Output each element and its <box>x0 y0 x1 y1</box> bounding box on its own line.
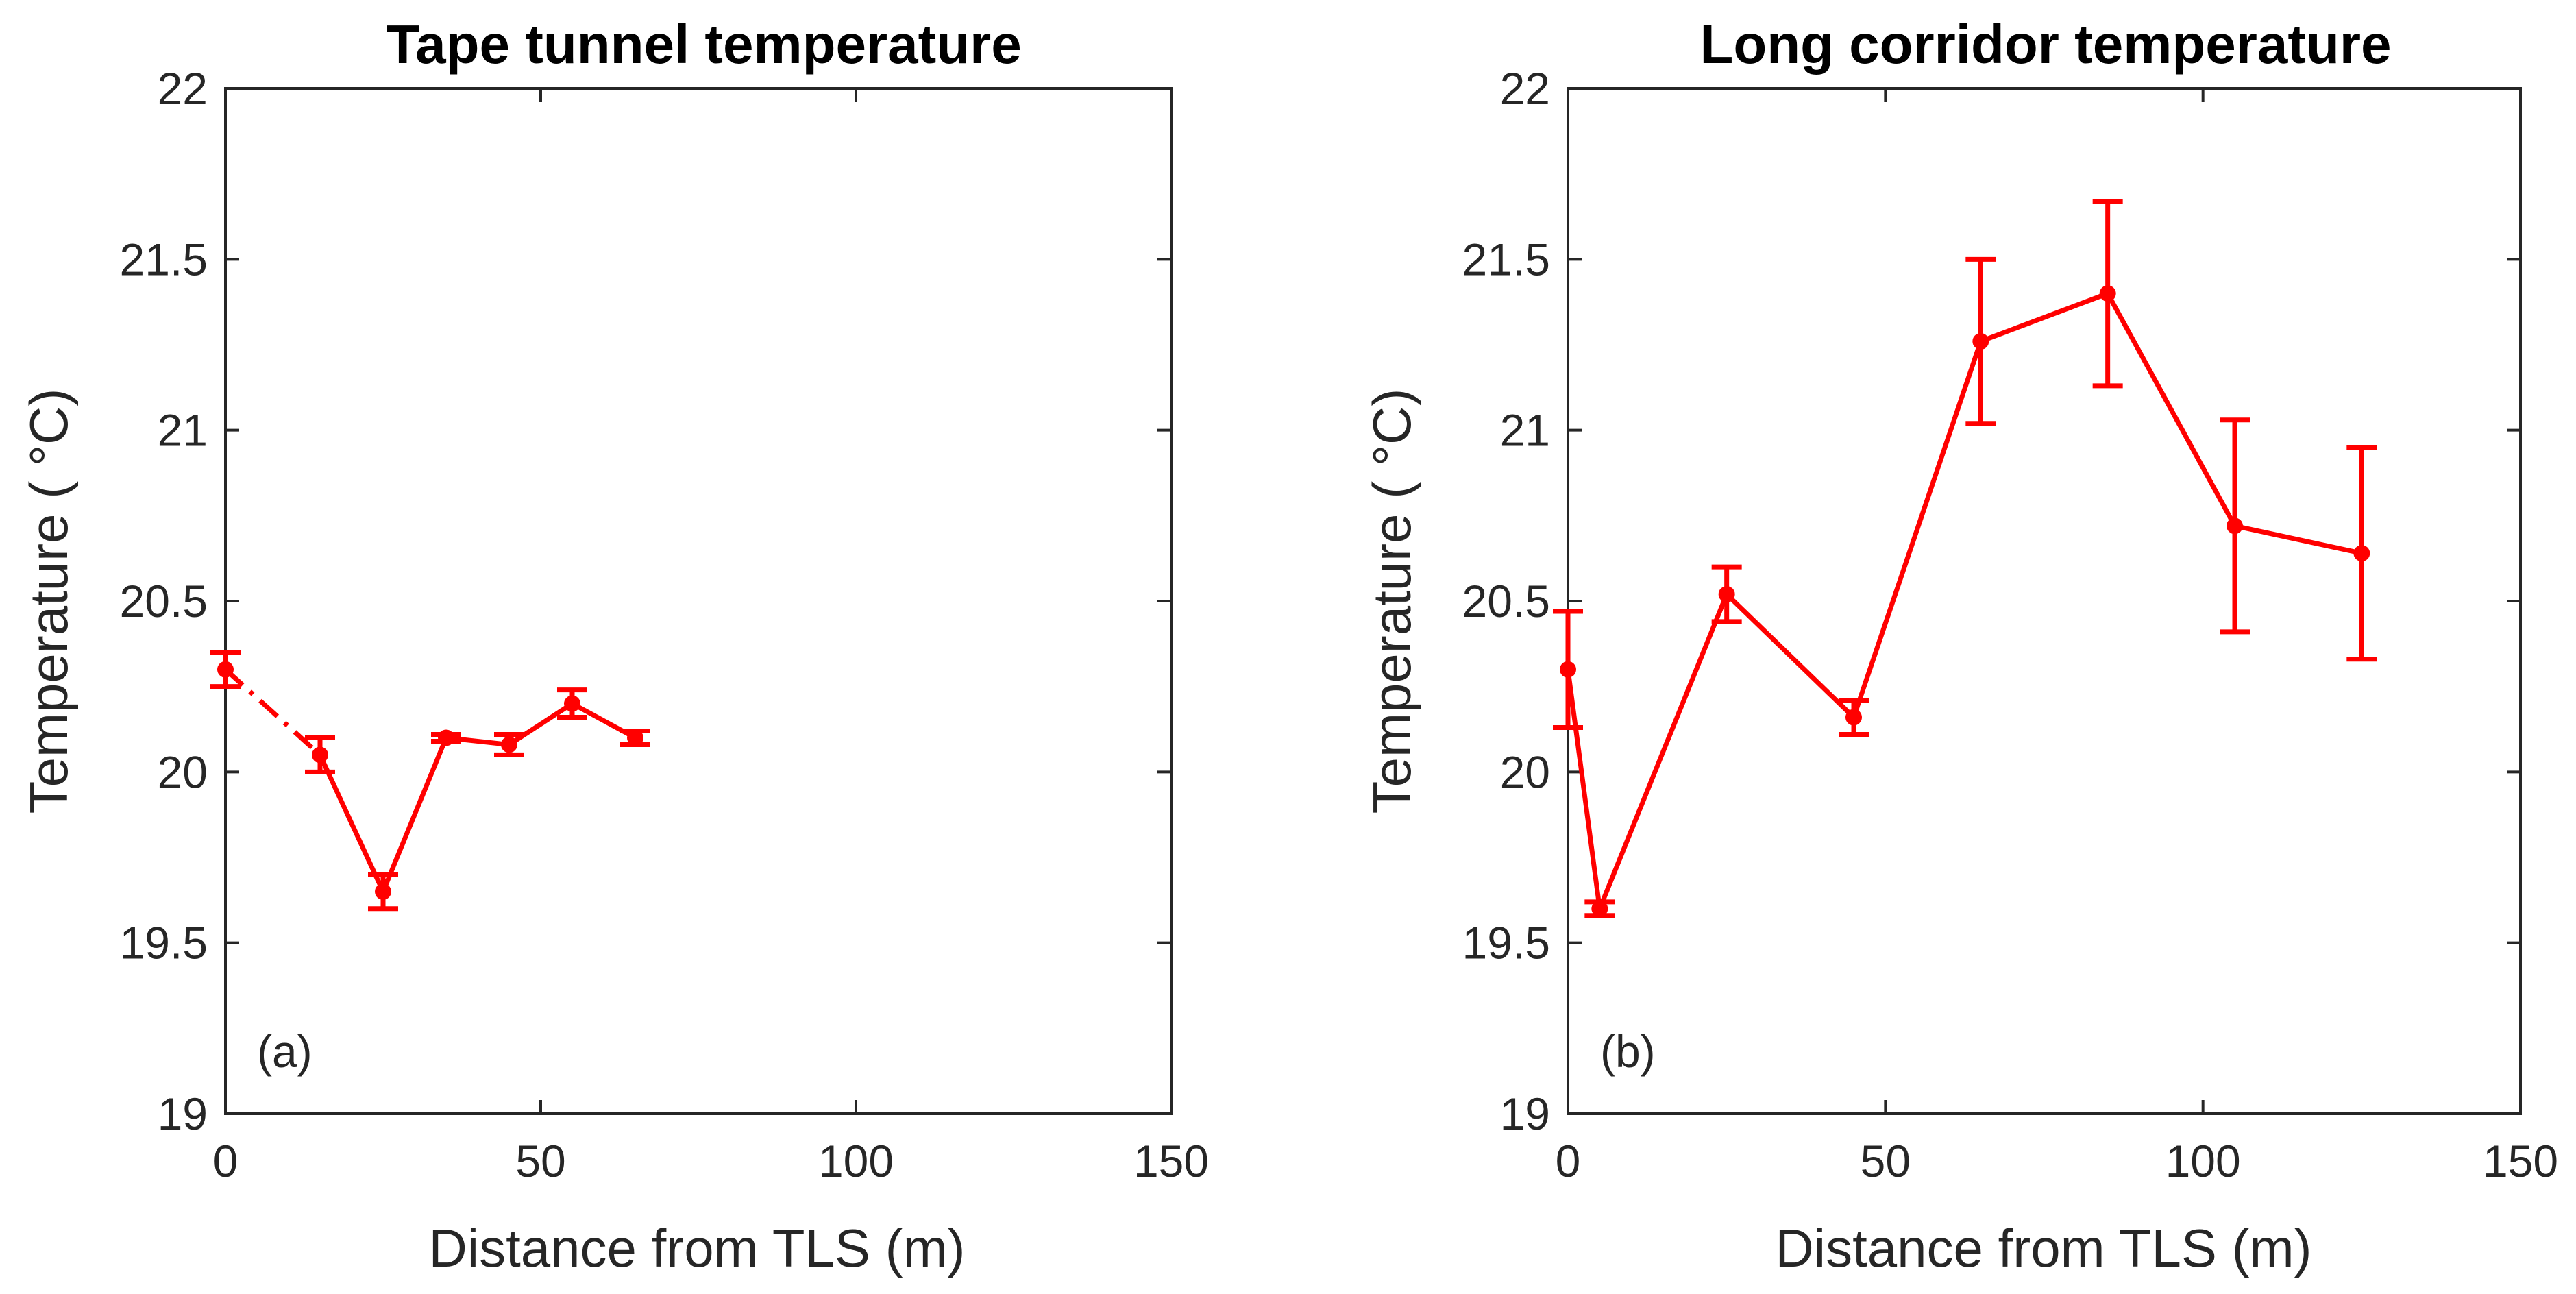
data-point <box>2227 517 2243 535</box>
plot-frame <box>1567 87 2522 1115</box>
data-point <box>1845 709 1862 726</box>
data-point <box>1591 900 1608 917</box>
panel-label: (b) <box>1600 1026 1656 1077</box>
data-point <box>1718 586 1735 603</box>
y-axis-title: Temperature ( °C) <box>19 389 79 814</box>
panel-label: (a) <box>257 1026 312 1077</box>
axis-ticks <box>1567 87 2522 1115</box>
x-tick-label: 50 <box>1861 1136 1911 1186</box>
series-line-segment <box>317 752 386 894</box>
series-line-segment <box>1851 339 1983 720</box>
data-point <box>564 695 580 712</box>
series-line-segment <box>506 701 575 747</box>
x-tick-label: 150 <box>2483 1136 2558 1186</box>
series-layer <box>1553 199 2377 918</box>
series-line-segment <box>223 668 322 757</box>
x-tick-labels: 0 50 100 150 <box>1556 1136 2558 1186</box>
data-point <box>375 883 391 900</box>
chart-panel-b: Long corridor temperature 19 19.5 20 20.5 21… <box>1362 14 2558 1278</box>
series-line-segment <box>1724 591 1856 720</box>
y-tick-label: 21.5 <box>120 234 208 284</box>
y-tick-label: 21 <box>1500 405 1550 456</box>
y-tick-label: 20 <box>158 746 208 797</box>
x-tick-label: 150 <box>1133 1136 1209 1186</box>
plot-frame <box>224 87 1173 1115</box>
series-line-segment <box>1978 291 2111 344</box>
series-line-segment <box>2232 523 2364 556</box>
series-line-segment <box>1597 591 1730 912</box>
series-layer <box>210 650 650 912</box>
y-axis-title: Temperature ( °C) <box>1362 389 1422 814</box>
data-point <box>501 736 517 753</box>
x-tick-label: 50 <box>515 1136 565 1186</box>
y-tick-label: 20.5 <box>1462 576 1550 626</box>
data-point <box>217 661 234 678</box>
data-point <box>2353 545 2370 562</box>
y-tick-label: 20.5 <box>120 576 208 626</box>
axis-ticks <box>224 87 1173 1115</box>
x-axis-title: Distance from TLS (m) <box>1775 1218 2311 1278</box>
y-tick-label: 19 <box>158 1088 208 1139</box>
y-tick-label: 21 <box>158 405 208 456</box>
data-point <box>438 729 454 746</box>
y-tick-label: 21.5 <box>1462 234 1550 284</box>
x-tick-label: 0 <box>1556 1136 1581 1186</box>
chart-title: Long corridor temperature <box>1700 14 2391 75</box>
y-tick-labels: 19 19.5 20 20.5 21 21.5 22 <box>1462 63 1550 1139</box>
series-line-segment <box>1565 667 1602 912</box>
y-tick-label: 19.5 <box>120 918 208 968</box>
data-point <box>1972 333 1989 350</box>
series-line-segment <box>2105 291 2237 528</box>
y-tick-label: 19.5 <box>1462 918 1550 968</box>
x-tick-label: 100 <box>818 1136 894 1186</box>
x-tick-label: 0 <box>213 1136 238 1186</box>
chart-panel-a: Tape tunnel temperature 19 19.5 20 20.5 21 21… <box>19 14 1209 1278</box>
chart-title: Tape tunnel temperature <box>386 14 1022 75</box>
y-tick-labels: 19 19.5 20 20.5 21 21.5 22 <box>120 63 208 1139</box>
data-point <box>2099 285 2116 302</box>
y-tick-label: 20 <box>1500 746 1550 797</box>
y-tick-label: 22 <box>158 63 208 114</box>
x-axis-title: Distance from TLS (m) <box>428 1218 965 1278</box>
data-point <box>1560 661 1576 678</box>
x-tick-labels: 0 50 100 150 <box>213 1136 1209 1186</box>
y-tick-label: 19 <box>1500 1088 1550 1139</box>
data-point <box>627 729 643 746</box>
y-tick-label: 22 <box>1500 63 1550 114</box>
x-tick-label: 100 <box>2166 1136 2241 1186</box>
data-point <box>312 746 328 764</box>
series-line-segment <box>380 735 449 894</box>
